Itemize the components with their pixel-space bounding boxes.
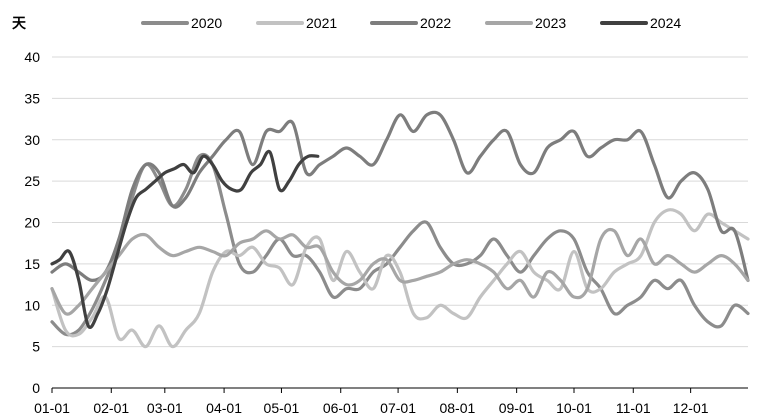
y-axis-unit-label: 天: [12, 16, 27, 32]
series-line-2024: [50, 149, 320, 329]
legend-label: 2020: [191, 15, 222, 31]
y-axis-ticks: 0 5 10 15 20 25 30 35 40: [24, 49, 40, 396]
x-tick-label: 10-01: [556, 400, 592, 416]
y-tick-label: 30: [24, 132, 40, 148]
y-tick-label: 35: [24, 90, 40, 106]
x-tick-label: 01-01: [34, 400, 70, 416]
y-tick-label: 5: [32, 339, 40, 355]
legend-item-2020: 2020: [141, 15, 222, 31]
x-tick-label: 02-01: [93, 400, 129, 416]
legend-label: 2024: [650, 15, 681, 31]
x-tick-label: 05-01: [264, 400, 300, 416]
y-tick-label: 20: [24, 215, 40, 231]
x-tick-label: 08-01: [439, 400, 475, 416]
legend-label: 2021: [306, 15, 337, 31]
y-tick-label: 25: [24, 173, 40, 189]
x-tick-label: 11-01: [616, 400, 651, 416]
y-tick-label: 10: [24, 297, 40, 313]
legend-item-2022: 2022: [370, 15, 451, 31]
series-line-2021: [50, 208, 750, 349]
x-tick-label: 12-01: [673, 400, 709, 416]
x-tick-label: 07-01: [380, 400, 416, 416]
y-tick-label: 0: [32, 380, 40, 396]
grid-lines: [52, 56, 748, 389]
legend-item-2021: 2021: [256, 15, 337, 31]
y-tick-label: 15: [24, 256, 40, 272]
legend-label: 2022: [420, 15, 451, 31]
legend-item-2023: 2023: [485, 15, 566, 31]
x-tick-label: 06-01: [323, 400, 359, 416]
series-lines: [50, 110, 750, 349]
x-axis-ticks: 01-01 02-01 03-01 04-01 05-01 06-01 07-01 08-01…: [34, 388, 709, 416]
legend-item-2024: 2024: [600, 15, 681, 31]
x-tick-label: 09-01: [499, 400, 535, 416]
legend: 2020 2021 2022 2023 2024: [141, 15, 681, 31]
y-tick-label: 40: [24, 49, 40, 65]
x-tick-label: 03-01: [147, 400, 183, 416]
legend-label: 2023: [535, 15, 566, 31]
series-line-2023: [50, 227, 750, 316]
series-line-2022: [50, 110, 750, 282]
x-tick-label: 04-01: [206, 400, 242, 416]
